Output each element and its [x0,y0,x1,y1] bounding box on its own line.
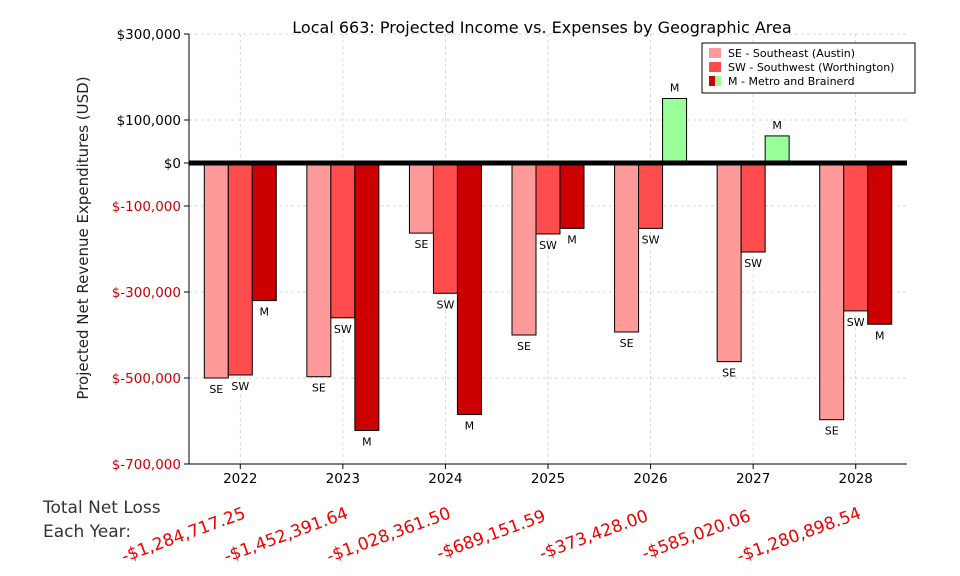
bar-label: SW [642,233,660,246]
bar-sw [638,162,664,229]
bar-se [511,162,537,336]
bar-label: M [362,435,372,448]
bar-label: SE [312,382,326,395]
bar-label: SW [436,298,454,311]
y-tick-label: $-100,000 [112,199,181,215]
bar-sw [330,162,356,319]
x-tick-label: 2024 [428,471,462,487]
bar-label: SW [539,239,557,252]
bar-label: SW [847,316,865,329]
x-tick-label: 2027 [736,471,770,487]
x-tick-label: 2028 [839,471,873,487]
bar-se [819,162,845,421]
chart-title: Local 663: Projected Income vs. Expenses… [292,18,791,37]
legend-swatch [709,48,721,58]
bar-label: M [465,420,475,433]
bar-se [614,162,640,333]
bars: SE SW M SE SW M SE SW M SE SW M SE SW M SE SW M SE SW M [203,82,893,448]
bar-m [764,135,790,164]
y-tick-label: $-500,000 [112,371,181,387]
legend-label: M - Metro and Brainerd [728,75,855,88]
bar-label: M [260,306,270,319]
bar-label: SE [620,337,634,350]
totals-label-line1: Total Net Loss [43,498,161,518]
bar-label: SE [414,238,428,251]
bar-label: M [567,233,577,246]
axes: $300,000 $100,000 $0 $-100,000 $-300,000 $-50… [112,27,907,487]
y-tick-label: $-700,000 [112,457,181,473]
bar-se [203,162,229,379]
bar-sw [843,162,869,312]
year-total: -$1,280,898.54 [734,504,863,567]
bar-label: SW [744,257,762,270]
legend-swatch-positive [715,76,721,86]
y-axis-label: Projected Net Revenue Expenditures (USD) [74,76,92,399]
totals-label-line2: Each Year: [43,522,132,542]
legend-label: SE - Southeast (Austin) [728,47,855,60]
y-tick-label: $0 [164,156,181,172]
bar-m [662,98,688,164]
bar-label: M [875,329,885,342]
legend-label: SW - Southwest (Worthington) [728,61,894,74]
bar-label: M [772,119,782,132]
legend-box [701,42,916,94]
x-tick-label: 2026 [633,471,667,487]
bar-sw [740,162,766,253]
bar-sw [432,162,458,294]
y-tick-label: $300,000 [117,27,181,43]
bar-label: SE [517,340,531,353]
x-tick-label: 2023 [326,471,360,487]
bar-sw [227,162,253,376]
bar-label: SE [722,367,736,380]
bar-se [408,162,434,234]
bar-m [354,162,380,431]
bar-m [456,162,482,416]
bar-label: SW [231,380,249,393]
bar-m [867,162,893,325]
bar-label: SE [825,425,839,438]
bar-label: SW [334,323,352,336]
year-total: -$373,428.00 [537,506,651,564]
bar-se [716,162,742,363]
year-total: -$689,151.59 [434,506,548,564]
y-tick-label: $-300,000 [112,285,181,301]
y-tick-label: $100,000 [117,113,181,129]
bar-label: M [670,82,680,95]
yearly-totals: -$1,284,717.25-$1,452,391.64-$1,028,361.… [119,504,864,567]
bar-label: SE [209,383,223,396]
bar-m [559,162,585,229]
bar-sw [535,162,561,235]
x-tick-label: 2025 [531,471,565,487]
legend-swatch [709,76,715,86]
bar-se [306,162,332,378]
legend: SE - Southeast (Austin)SW - Southwest (W… [701,42,916,94]
x-tick-label: 2022 [223,471,257,487]
legend-swatch [709,62,721,72]
bar-m [251,162,277,302]
